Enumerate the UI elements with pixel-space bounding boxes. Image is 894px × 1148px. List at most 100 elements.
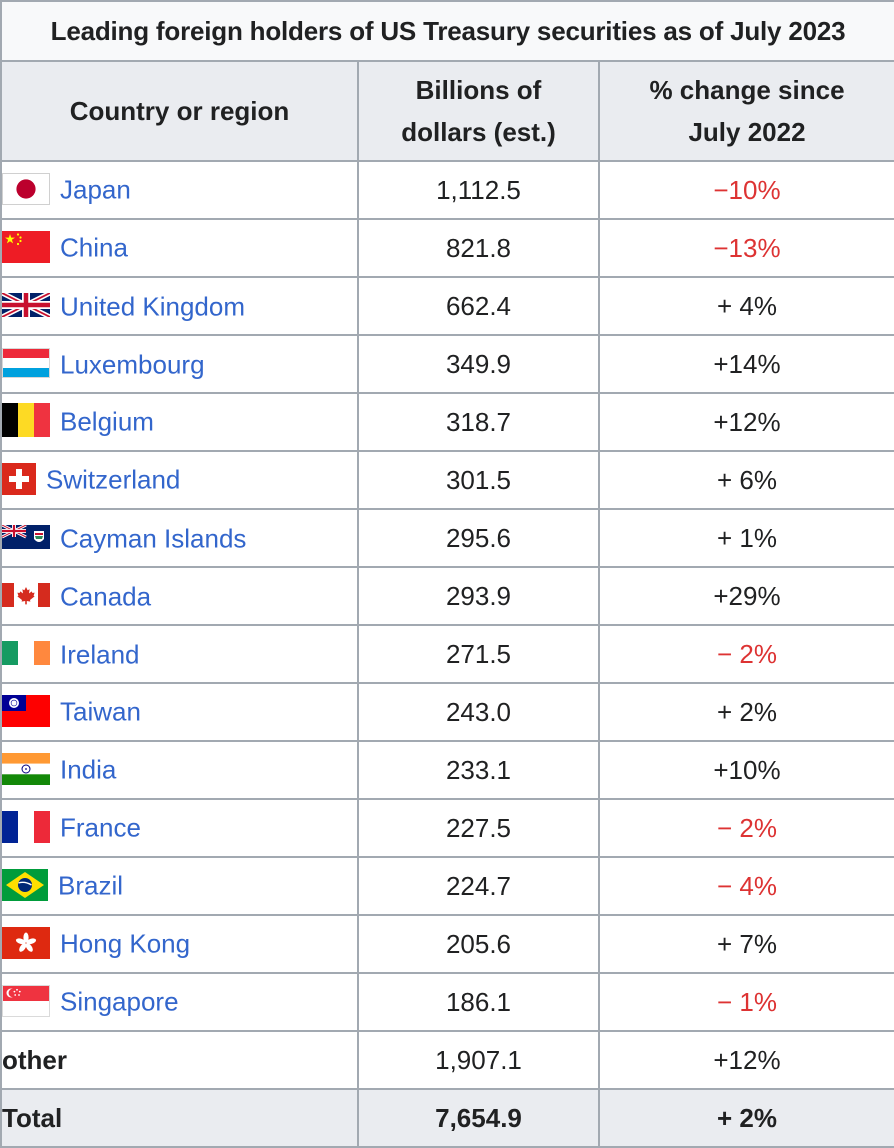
country-cell: Taiwan: [0, 682, 359, 742]
country-link[interactable]: United Kingdom: [60, 291, 245, 322]
total-row: Total 7,654.9 + 2%: [0, 1088, 894, 1148]
other-row: other 1,907.1 +12%: [0, 1030, 894, 1090]
luxembourg-flag-icon[interactable]: [2, 347, 50, 378]
country-link[interactable]: India: [60, 755, 117, 786]
hong-kong-flag-icon[interactable]: [2, 926, 50, 959]
ireland-flag-icon[interactable]: [2, 640, 50, 665]
country-link[interactable]: Singapore: [60, 987, 179, 1018]
country-cell: Cayman Islands: [0, 508, 359, 568]
country-cell: Switzerland: [0, 450, 359, 510]
table-row: China 821.8 −13%: [0, 218, 894, 278]
change-cell: + 2%: [598, 682, 894, 742]
change-cell: − 1%: [598, 972, 894, 1032]
country-cell: Canada: [0, 566, 359, 626]
total-label: Total: [0, 1088, 359, 1148]
country-cell: Brazil: [0, 856, 359, 916]
change-cell: +29%: [598, 566, 894, 626]
value-cell: 301.5: [357, 450, 600, 510]
change-cell: − 4%: [598, 856, 894, 916]
value-cell: 295.6: [357, 508, 600, 568]
total-value: 7,654.9: [357, 1088, 600, 1148]
value-cell: 205.6: [357, 914, 600, 974]
country-cell: Luxembourg: [0, 334, 359, 394]
value-cell: 186.1: [357, 972, 600, 1032]
table-row: Taiwan 243.0 + 2%: [0, 682, 894, 742]
header-row: Country or region Billions of dollars (es…: [0, 60, 894, 162]
other-value: 1,907.1: [357, 1030, 600, 1090]
value-cell: 662.4: [357, 276, 600, 336]
change-cell: +14%: [598, 334, 894, 394]
taiwan-flag-icon[interactable]: [2, 694, 50, 727]
table-row: Canada 293.9 +29%: [0, 566, 894, 626]
country-link[interactable]: China: [60, 233, 128, 264]
belgium-flag-icon[interactable]: [2, 403, 50, 438]
change-cell: − 2%: [598, 798, 894, 858]
country-link[interactable]: Cayman Islands: [60, 523, 247, 554]
canada-flag-icon[interactable]: [2, 582, 50, 607]
other-change: +12%: [598, 1030, 894, 1090]
switzerland-flag-icon[interactable]: [2, 462, 36, 495]
table-caption: Leading foreign holders of US Treasury s…: [0, 0, 894, 60]
table-row: Ireland 271.5 − 2%: [0, 624, 894, 684]
total-change: + 2%: [598, 1088, 894, 1148]
country-link[interactable]: Switzerland: [46, 465, 181, 496]
change-cell: +10%: [598, 740, 894, 800]
header-billions[interactable]: Billions of dollars (est.): [357, 60, 600, 162]
change-cell: + 4%: [598, 276, 894, 336]
country-link[interactable]: Taiwan: [60, 697, 141, 728]
value-cell: 224.7: [357, 856, 600, 916]
table-row: Luxembourg 349.9 +14%: [0, 334, 894, 394]
uk-flag-icon[interactable]: [2, 292, 50, 317]
country-link[interactable]: France: [60, 813, 141, 844]
change-cell: + 7%: [598, 914, 894, 974]
singapore-flag-icon[interactable]: [2, 984, 50, 1017]
country-link[interactable]: Japan: [60, 175, 131, 206]
country-cell: Hong Kong: [0, 914, 359, 974]
change-cell: +12%: [598, 392, 894, 452]
table-row: France 227.5 − 2%: [0, 798, 894, 858]
table-row: Switzerland 301.5 + 6%: [0, 450, 894, 510]
country-link[interactable]: Brazil: [58, 871, 124, 902]
table-row: Cayman Islands 295.6 + 1%: [0, 508, 894, 568]
change-cell: + 1%: [598, 508, 894, 568]
india-flag-icon[interactable]: [2, 752, 50, 785]
country-cell: France: [0, 798, 359, 858]
country-link[interactable]: Canada: [60, 581, 152, 612]
country-cell: Singapore: [0, 972, 359, 1032]
table-row: Brazil 224.7 − 4%: [0, 856, 894, 916]
country-link[interactable]: Belgium: [60, 406, 154, 437]
header-country[interactable]: Country or region: [0, 60, 359, 162]
table-row: Japan 1,112.5 −10%: [0, 160, 894, 220]
value-cell: 293.9: [357, 566, 600, 626]
value-cell: 821.8: [357, 218, 600, 278]
china-flag-icon[interactable]: [2, 230, 50, 263]
brazil-flag-icon[interactable]: [2, 868, 48, 901]
value-cell: 233.1: [357, 740, 600, 800]
value-cell: 271.5: [357, 624, 600, 684]
change-cell: − 2%: [598, 624, 894, 684]
country-link[interactable]: Ireland: [60, 639, 140, 670]
france-flag-icon[interactable]: [2, 810, 50, 843]
country-cell: United Kingdom: [0, 276, 359, 336]
country-link[interactable]: Luxembourg: [60, 349, 205, 380]
header-change[interactable]: % change since July 2022: [598, 60, 894, 162]
table-row: Singapore 186.1 − 1%: [0, 972, 894, 1032]
table-row: Hong Kong 205.6 + 7%: [0, 914, 894, 974]
table-row: Belgium 318.7 +12%: [0, 392, 894, 452]
value-cell: 243.0: [357, 682, 600, 742]
change-cell: −10%: [598, 160, 894, 220]
japan-flag-icon[interactable]: [2, 172, 50, 205]
value-cell: 1,112.5: [357, 160, 600, 220]
table-row: India 233.1 +10%: [0, 740, 894, 800]
table-row: United Kingdom 662.4 + 4%: [0, 276, 894, 336]
country-cell: China: [0, 218, 359, 278]
country-cell: Japan: [0, 160, 359, 220]
cayman-islands-flag-icon[interactable]: [2, 524, 50, 549]
country-cell: Ireland: [0, 624, 359, 684]
country-link[interactable]: Hong Kong: [60, 929, 191, 960]
value-cell: 318.7: [357, 392, 600, 452]
other-label: other: [0, 1030, 359, 1090]
country-cell: Belgium: [0, 392, 359, 452]
value-cell: 349.9: [357, 334, 600, 394]
